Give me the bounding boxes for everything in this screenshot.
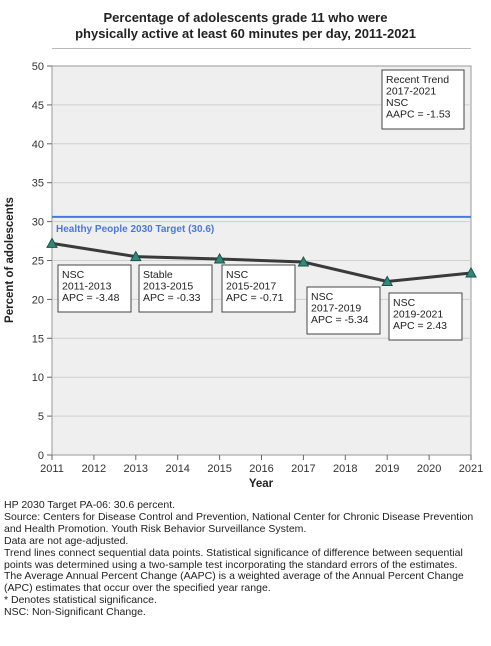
annotation-text: APC = 2.43 bbox=[393, 320, 447, 332]
x-tick-label: 2021 bbox=[459, 463, 483, 475]
annotation-text: NSC bbox=[62, 269, 85, 281]
footnote-5: The Average Annual Percent Change (AAPC)… bbox=[4, 570, 464, 595]
y-tick-label: 40 bbox=[32, 139, 44, 151]
x-tick-label: 2011 bbox=[40, 463, 64, 475]
data-series bbox=[46, 237, 477, 287]
y-tick-label: 30 bbox=[32, 217, 44, 229]
x-tick-label: 2019 bbox=[375, 463, 399, 475]
x-tick-label: 2015 bbox=[207, 463, 231, 475]
footnote-3: Data are not age-adjusted. bbox=[4, 534, 129, 547]
annotation-text: APC = -0.71 bbox=[226, 292, 284, 304]
x-axis-ticks: 2011 2012 2013 2014 2015 2016 2017 2018 2019 2020… bbox=[40, 455, 483, 475]
data-point bbox=[381, 275, 394, 287]
chart-title-line-1: Percentage of adolescents grade 11 who w… bbox=[103, 10, 388, 25]
data-point bbox=[46, 237, 58, 248]
annotation-text: 2019-2021 bbox=[393, 309, 443, 321]
x-tick-label: 2012 bbox=[82, 463, 106, 475]
y-tick-label: 15 bbox=[32, 333, 44, 345]
annotation-text: Recent Trend bbox=[386, 74, 449, 86]
annotation-text: NSC bbox=[393, 297, 416, 309]
title-divider bbox=[52, 48, 471, 49]
y-tick-label: 0 bbox=[38, 450, 44, 462]
footnotes: HP 2030 Target PA-06: 30.6 percent. Sourc… bbox=[4, 499, 488, 619]
x-tick-label: 2020 bbox=[417, 463, 441, 475]
x-tick-label: 2016 bbox=[249, 463, 273, 475]
x-axis-label: Year bbox=[249, 478, 274, 490]
data-point bbox=[129, 250, 142, 262]
chart-title-line-2: physically active at least 60 minutes pe… bbox=[75, 26, 416, 41]
annotation-frame bbox=[57, 264, 132, 313]
annotation-text: 2013-2015 bbox=[143, 281, 193, 293]
annotation-text: APC = -0.33 bbox=[143, 292, 201, 304]
annotation-frame bbox=[221, 264, 296, 313]
y-tick-label: 50 bbox=[32, 61, 44, 73]
annotation-text: Stable bbox=[143, 269, 173, 281]
annotation-text: NSC bbox=[226, 269, 249, 281]
footnote-6: * Denotes statistical significance. bbox=[4, 594, 157, 607]
y-tick-label: 35 bbox=[32, 178, 44, 190]
data-point bbox=[213, 252, 226, 264]
annotation-frame bbox=[388, 292, 463, 341]
x-tick-label: 2013 bbox=[124, 463, 148, 475]
target-label: Healthy People 2030 Target (30.6) bbox=[56, 224, 214, 235]
y-tick-label: 45 bbox=[32, 100, 44, 112]
annotation-text: AAPC = -1.53 bbox=[386, 109, 451, 121]
x-tick-label: 2018 bbox=[333, 463, 357, 475]
annotation-text: NSC bbox=[311, 291, 334, 303]
annotation-text: APC = -3.48 bbox=[62, 292, 120, 304]
y-tick-label: 20 bbox=[32, 294, 44, 306]
data-point bbox=[297, 256, 310, 267]
data-point bbox=[465, 266, 477, 278]
annotation-text: APC = -5.34 bbox=[311, 314, 369, 326]
x-tick-label: 2014 bbox=[165, 463, 189, 475]
y-axis-label: Percent of adolescents bbox=[4, 197, 16, 323]
x-tick-label: 2017 bbox=[291, 463, 315, 475]
y-tick-label: 25 bbox=[32, 256, 44, 268]
annotation-frame bbox=[381, 69, 465, 130]
annotation-frame bbox=[306, 286, 381, 335]
footnote-1: HP 2030 Target PA-06: 30.6 percent. bbox=[4, 499, 176, 511]
footnote-4: Trend lines connect sequential data poin… bbox=[4, 546, 463, 571]
footnote-7: NSC: Non-Significant Change. bbox=[4, 606, 146, 619]
y-tick-label: 5 bbox=[38, 411, 44, 423]
chart-title: Percentage of adolescents grade 11 who w… bbox=[0, 10, 491, 42]
y-axis-ticks: 0 5 10 15 20 25 30 35 40 45 50 bbox=[32, 61, 52, 462]
y-tick-label: 10 bbox=[32, 372, 44, 384]
annotation-text: 2015-2017 bbox=[226, 281, 276, 293]
annotation-frame bbox=[138, 264, 213, 313]
series-line bbox=[51, 241, 472, 284]
footnote-2: Source: Centers for Disease Control and … bbox=[4, 510, 474, 535]
annotation-text: 2017-2021 bbox=[386, 86, 436, 98]
annotation-text: 2017-2019 bbox=[311, 303, 361, 315]
annotation-text: NSC bbox=[386, 97, 409, 109]
target-line-group: Healthy People 2030 Target (30.6) bbox=[52, 215, 471, 235]
annotation-text: 2011-2013 bbox=[62, 281, 112, 293]
